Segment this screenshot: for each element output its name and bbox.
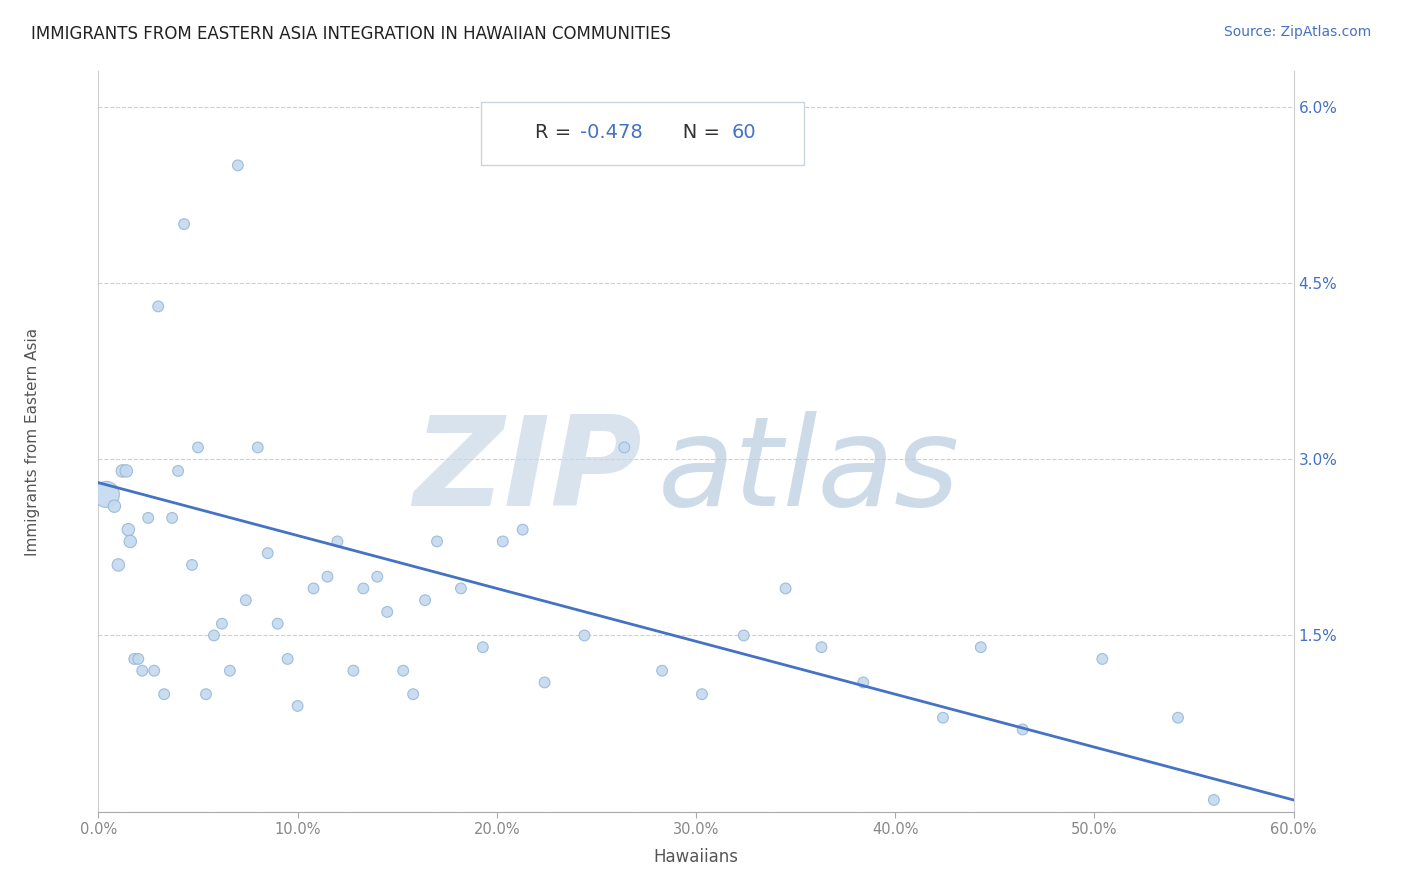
Point (450, 582, 472, 596)
Point (107, 558, 129, 572)
Point (153, 687, 176, 701)
Point (277, 652, 299, 666)
Point (195, 687, 218, 701)
Point (117, 523, 139, 537)
Point (219, 664, 242, 678)
X-axis label: Hawaiians: Hawaiians (654, 848, 738, 866)
Text: atlas: atlas (658, 410, 960, 532)
Point (932, 711, 955, 725)
Point (392, 664, 415, 678)
Point (173, 217, 195, 231)
Text: Source: ZipAtlas.com: Source: ZipAtlas.com (1223, 25, 1371, 39)
Point (316, 570, 339, 584)
Point (352, 582, 374, 596)
Point (115, 464, 138, 478)
Point (246, 441, 269, 455)
Point (120, 534, 142, 549)
Point (690, 687, 713, 701)
Point (733, 628, 755, 642)
Point (533, 675, 555, 690)
Point (651, 664, 673, 678)
Point (512, 523, 534, 537)
Point (235, 593, 257, 607)
Point (103, 499, 125, 513)
Text: 60: 60 (733, 123, 756, 143)
Point (810, 640, 832, 655)
Point (181, 558, 204, 572)
Point (775, 582, 797, 596)
Point (96, 487, 118, 501)
Text: N =: N = (664, 123, 725, 143)
Text: ZIP: ZIP (413, 410, 643, 532)
Point (402, 687, 425, 701)
Point (136, 511, 159, 525)
Point (413, 593, 436, 607)
Point (970, 640, 993, 655)
Point (187, 441, 209, 455)
Point (1011, 723, 1033, 737)
Point (131, 664, 153, 678)
Point (167, 464, 190, 478)
Point (160, 511, 183, 525)
Text: R =: R = (534, 123, 576, 143)
Point (143, 664, 166, 678)
Point (574, 628, 596, 642)
Point (287, 698, 309, 713)
Point (1167, 711, 1189, 725)
Point (326, 534, 349, 549)
Point (426, 534, 449, 549)
FancyBboxPatch shape (481, 103, 804, 165)
Point (111, 464, 134, 478)
Point (342, 664, 364, 678)
Point (366, 570, 388, 584)
Point (1091, 652, 1114, 666)
Point (226, 158, 249, 172)
Point (267, 616, 290, 631)
Point (613, 441, 636, 455)
Point (471, 640, 494, 655)
Point (375, 605, 398, 619)
Text: Immigrants from Eastern Asia: Immigrants from Eastern Asia (25, 327, 41, 556)
Point (211, 616, 233, 631)
Text: -0.478: -0.478 (581, 123, 643, 143)
Point (1202, 793, 1225, 807)
Point (302, 582, 325, 596)
Text: IMMIGRANTS FROM EASTERN ASIA INTEGRATION IN HAWAIIAN COMMUNITIES: IMMIGRANTS FROM EASTERN ASIA INTEGRATION… (31, 25, 671, 43)
Point (256, 546, 278, 560)
Point (202, 628, 225, 642)
Point (148, 299, 170, 313)
Point (492, 534, 515, 549)
Point (124, 652, 146, 666)
Point (127, 652, 149, 666)
Point (852, 675, 875, 690)
